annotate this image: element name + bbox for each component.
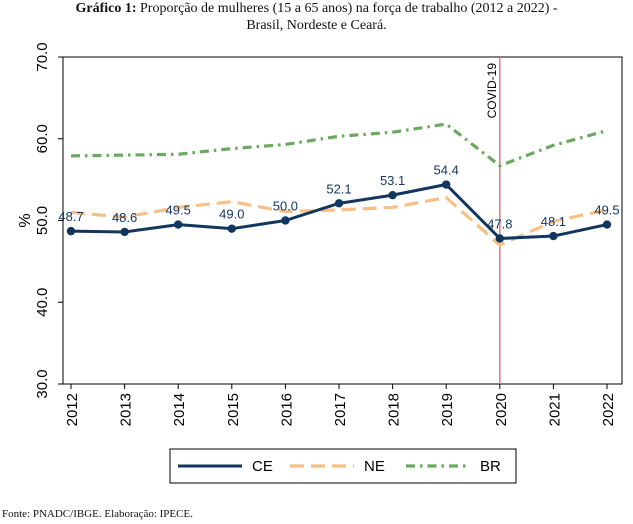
x-tick-label: 2014 [171,393,188,426]
data-label-ce: 49.0 [219,207,244,222]
source-note: Fonte: PNADC/IBGE. Elaboração: IPECE. [2,508,193,520]
chart-title-text: Proporção de mulheres (15 a 65 anos) na … [136,1,558,16]
y-tick-label: 30.0 [34,369,51,398]
x-tick-label: 2022 [600,393,617,426]
data-label-ce: 54.4 [434,163,459,178]
x-tick-label: 2020 [493,393,510,426]
chart-title: Gráfico 1: Proporção de mulheres (15 a 6… [0,0,633,34]
legend-label-ne: NE [364,458,385,475]
data-point-ce [334,199,344,208]
y-axis-label: % [17,213,34,227]
x-tick-label: 2021 [546,393,563,426]
y-tick-label: 60.0 [34,124,51,153]
data-label-ce: 49.5 [594,203,619,218]
data-label-ce: 53.1 [380,173,405,188]
legend-label-ce: CE [252,458,273,475]
y-tick-label: 70.0 [34,42,51,71]
data-label-ce: 48.6 [112,210,137,225]
covid-label: COVID-19 [485,63,499,119]
data-point-ce [281,216,290,225]
line-chart: 30.0 40.0 50.0 60.0 70.0% 2012 2013 2014 2015 201… [17,42,623,484]
data-point-ce [388,190,397,200]
x-tick-label: 2015 [225,393,242,426]
data-label-ce: 47.8 [487,216,512,231]
data-point-ce [602,220,612,229]
x-tick-label: 2019 [439,393,456,426]
x-tick-label: 2018 [386,393,403,426]
data-label-ce: 48.1 [541,214,566,229]
data-point-ce [227,224,236,233]
x-tick-label: 2012 [64,393,81,426]
data-label-ce: 52.1 [326,181,351,196]
data-label-ce: 50.0 [273,199,298,214]
data-point-ce [174,220,183,229]
y-tick-label: 50.0 [34,206,51,235]
data-point-ce [120,227,129,237]
legend-label-br: BR [480,458,501,475]
data-point-ce [442,180,451,189]
x-tick-label: 2017 [332,393,349,426]
x-tick-label: 2013 [118,393,135,426]
chart-title-lead: Gráfico 1: [75,1,137,16]
series-line-br [70,122,608,168]
data-point-ce [66,226,76,236]
chart-title-line2: Brasil, Nordeste e Ceará. [246,18,387,33]
x-tick-label: 2016 [278,393,295,426]
data-label-ce: 48.7 [58,209,83,224]
y-tick-label: 40.0 [34,288,51,317]
data-point-ce [495,234,504,243]
data-label-ce: 49.5 [166,203,191,218]
data-point-ce [549,231,558,241]
plot-frame [62,56,623,385]
